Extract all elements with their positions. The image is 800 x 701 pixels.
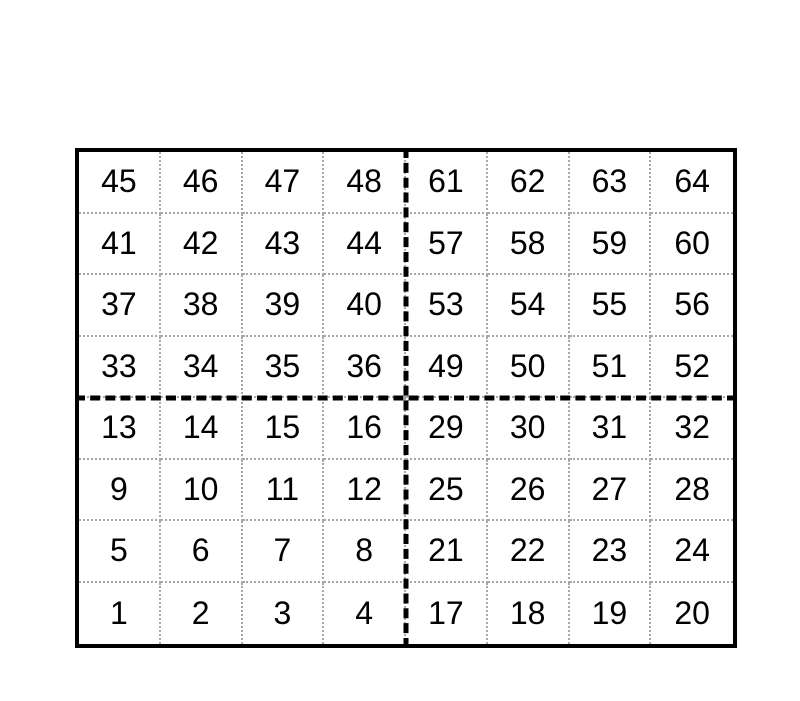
- grid-cell: 8: [324, 521, 406, 583]
- grid-cell: 57: [406, 214, 488, 276]
- grid-cell: 13: [79, 398, 161, 460]
- grid-cell: 25: [406, 460, 488, 522]
- grid-cell: 9: [79, 460, 161, 522]
- grid-cell: 47: [243, 152, 325, 214]
- grid-cell: 2: [161, 583, 243, 645]
- grid-cell: 61: [406, 152, 488, 214]
- grid-cell: 58: [488, 214, 570, 276]
- grid-cell: 44: [324, 214, 406, 276]
- grid-cell: 5: [79, 521, 161, 583]
- horizontal-divider: [75, 396, 737, 401]
- grid-cell: 53: [406, 275, 488, 337]
- grid-cell: 40: [324, 275, 406, 337]
- grid-cell: 29: [406, 398, 488, 460]
- grid-cell: 10: [161, 460, 243, 522]
- grid-cell: 50: [488, 337, 570, 399]
- grid-cell: 64: [651, 152, 733, 214]
- grid-cell: 48: [324, 152, 406, 214]
- grid-cell: 3: [243, 583, 325, 645]
- grid-cell: 23: [570, 521, 652, 583]
- grid-cell: 20: [651, 583, 733, 645]
- grid-cell: 49: [406, 337, 488, 399]
- grid-cell: 39: [243, 275, 325, 337]
- grid-cell: 26: [488, 460, 570, 522]
- grid-cell: 31: [570, 398, 652, 460]
- grid-cell: 63: [570, 152, 652, 214]
- grid-cell: 28: [651, 460, 733, 522]
- grid-cell: 21: [406, 521, 488, 583]
- grid-cell: 38: [161, 275, 243, 337]
- grid-cell: 30: [488, 398, 570, 460]
- grid-cell: 22: [488, 521, 570, 583]
- grid-cell: 35: [243, 337, 325, 399]
- grid-cell: 7: [243, 521, 325, 583]
- grid-cell: 12: [324, 460, 406, 522]
- grid-cell: 16: [324, 398, 406, 460]
- grid-cell: 37: [79, 275, 161, 337]
- grid-cell: 36: [324, 337, 406, 399]
- grid-cell: 62: [488, 152, 570, 214]
- grid-cell: 11: [243, 460, 325, 522]
- diagram-canvas: 4546474861626364414243445758596037383940…: [0, 0, 800, 701]
- grid-cell: 46: [161, 152, 243, 214]
- grid-cell: 24: [651, 521, 733, 583]
- grid-cell: 17: [406, 583, 488, 645]
- grid-cell: 42: [161, 214, 243, 276]
- grid-cell: 27: [570, 460, 652, 522]
- grid-cell: 54: [488, 275, 570, 337]
- grid-cell: 45: [79, 152, 161, 214]
- grid-cell: 32: [651, 398, 733, 460]
- grid-cell: 15: [243, 398, 325, 460]
- grid-cell: 43: [243, 214, 325, 276]
- grid-cell: 33: [79, 337, 161, 399]
- grid-cell: 4: [324, 583, 406, 645]
- grid-cell: 19: [570, 583, 652, 645]
- grid-cell: 52: [651, 337, 733, 399]
- grid-cell: 18: [488, 583, 570, 645]
- grid-cell: 34: [161, 337, 243, 399]
- grid-cell: 41: [79, 214, 161, 276]
- grid-cell: 51: [570, 337, 652, 399]
- grid-cell: 1: [79, 583, 161, 645]
- grid-cell: 14: [161, 398, 243, 460]
- grid-cell: 60: [651, 214, 733, 276]
- grid-cell: 6: [161, 521, 243, 583]
- grid-cell: 55: [570, 275, 652, 337]
- grid-cell: 59: [570, 214, 652, 276]
- grid-cell: 56: [651, 275, 733, 337]
